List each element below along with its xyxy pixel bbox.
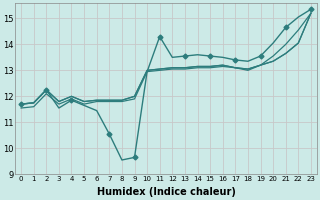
X-axis label: Humidex (Indice chaleur): Humidex (Indice chaleur) — [97, 187, 236, 197]
